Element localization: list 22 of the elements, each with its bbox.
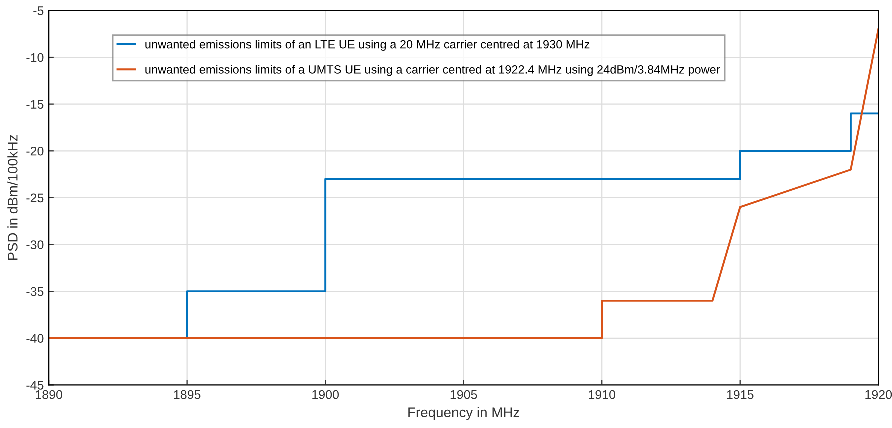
y-tick-label: -5 — [34, 6, 44, 16]
y-tick-label: -25 — [26, 194, 44, 203]
x-tick-label: 1895 — [174, 390, 201, 400]
x-tick-label: 1905 — [450, 390, 478, 400]
y-tick-label: -35 — [26, 287, 44, 296]
y-tick-label: -30 — [26, 240, 44, 250]
x-tick-label: 1910 — [589, 390, 616, 400]
y-tick-label: -15 — [26, 100, 44, 109]
y-tick-label: -45 — [26, 381, 44, 390]
legend-label: unwanted emissions limits of an LTE UE using a 20 MHz carrier centred at 1930 MHz — [146, 40, 590, 52]
x-axis-title: Frequency in MHz — [408, 407, 520, 420]
x-tick-label: 1920 — [866, 390, 892, 400]
x-tick-label: 1890 — [36, 390, 62, 400]
y-tick-label: -20 — [26, 146, 44, 156]
x-tick-label: 1915 — [727, 390, 754, 400]
line-series — [186, 112, 879, 340]
y-tick-label: -40 — [26, 334, 44, 344]
x-tick-label: 1900 — [312, 390, 339, 400]
legend-label: unwanted emissions limits of a UMTS UE using a carrier centred at 1922.4 MHz using 24dBm/3.84MHz power — [146, 65, 720, 76]
line-series — [49, 28, 879, 340]
y-tick-label: -10 — [26, 53, 44, 62]
y-axis-title: PSD in dBm/100kHz — [8, 135, 18, 260]
